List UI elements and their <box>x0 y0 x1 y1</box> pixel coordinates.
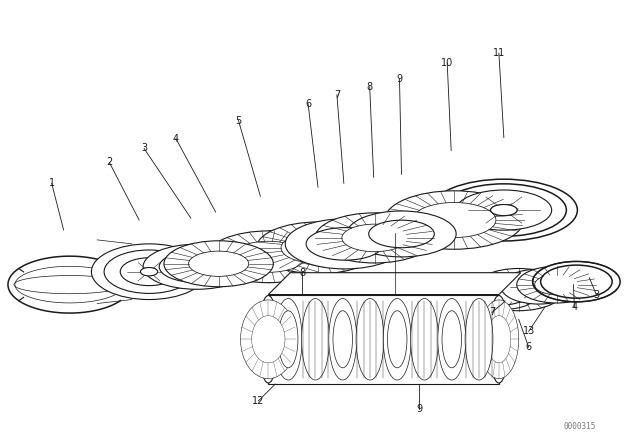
Ellipse shape <box>385 191 524 249</box>
Text: 8: 8 <box>299 268 305 278</box>
Text: 0000315: 0000315 <box>564 422 596 431</box>
Ellipse shape <box>534 275 579 295</box>
Ellipse shape <box>231 241 305 272</box>
Ellipse shape <box>528 282 549 292</box>
Text: 12: 12 <box>252 396 264 406</box>
Ellipse shape <box>516 266 596 303</box>
Ellipse shape <box>257 222 380 274</box>
Text: 3: 3 <box>593 289 599 300</box>
Text: 4: 4 <box>572 302 577 312</box>
Ellipse shape <box>483 284 527 305</box>
Text: 7: 7 <box>489 307 495 318</box>
Ellipse shape <box>159 251 234 283</box>
Ellipse shape <box>189 251 249 276</box>
Ellipse shape <box>278 311 298 368</box>
Ellipse shape <box>281 233 355 263</box>
Ellipse shape <box>387 311 407 368</box>
Ellipse shape <box>465 298 493 380</box>
Ellipse shape <box>252 316 285 363</box>
Ellipse shape <box>140 267 157 276</box>
Text: 2: 2 <box>106 157 113 168</box>
Ellipse shape <box>541 265 612 298</box>
Ellipse shape <box>473 280 537 309</box>
Polygon shape <box>268 273 521 294</box>
Text: 10: 10 <box>441 58 453 68</box>
Ellipse shape <box>315 213 435 263</box>
Ellipse shape <box>492 277 546 302</box>
Ellipse shape <box>356 298 384 380</box>
Text: 6: 6 <box>305 99 311 109</box>
Text: 9: 9 <box>396 74 403 84</box>
Ellipse shape <box>275 298 302 380</box>
Ellipse shape <box>329 298 356 380</box>
Text: 11: 11 <box>493 48 505 58</box>
Ellipse shape <box>104 250 194 293</box>
Ellipse shape <box>369 220 435 248</box>
Ellipse shape <box>501 269 577 304</box>
Text: 5: 5 <box>236 116 242 125</box>
Ellipse shape <box>342 224 408 252</box>
Ellipse shape <box>411 298 438 380</box>
Ellipse shape <box>241 300 296 379</box>
Ellipse shape <box>347 211 456 257</box>
Ellipse shape <box>120 258 178 286</box>
Ellipse shape <box>259 296 278 383</box>
Text: 7: 7 <box>334 90 340 100</box>
Ellipse shape <box>285 219 404 269</box>
Text: 8: 8 <box>367 82 372 92</box>
Ellipse shape <box>164 241 273 287</box>
Ellipse shape <box>430 179 577 241</box>
Ellipse shape <box>141 268 157 276</box>
Polygon shape <box>268 294 499 384</box>
Ellipse shape <box>473 268 564 311</box>
Ellipse shape <box>532 262 620 302</box>
Ellipse shape <box>306 228 383 260</box>
Text: 1: 1 <box>49 178 55 188</box>
Ellipse shape <box>383 298 411 380</box>
Ellipse shape <box>479 300 519 379</box>
Text: 4: 4 <box>173 134 179 143</box>
Ellipse shape <box>490 204 517 215</box>
Text: 6: 6 <box>525 342 532 352</box>
Ellipse shape <box>456 190 552 230</box>
Ellipse shape <box>143 244 250 289</box>
Text: 9: 9 <box>416 404 422 414</box>
Ellipse shape <box>489 296 509 383</box>
Ellipse shape <box>442 311 461 368</box>
Ellipse shape <box>301 298 330 380</box>
Text: 3: 3 <box>141 143 147 154</box>
Ellipse shape <box>487 316 511 363</box>
Ellipse shape <box>207 231 330 283</box>
Ellipse shape <box>92 244 207 300</box>
Ellipse shape <box>333 311 353 368</box>
Ellipse shape <box>412 202 496 237</box>
Ellipse shape <box>438 298 466 380</box>
Ellipse shape <box>442 184 566 237</box>
Text: 13: 13 <box>523 326 535 336</box>
Ellipse shape <box>297 226 316 278</box>
Ellipse shape <box>491 205 517 215</box>
